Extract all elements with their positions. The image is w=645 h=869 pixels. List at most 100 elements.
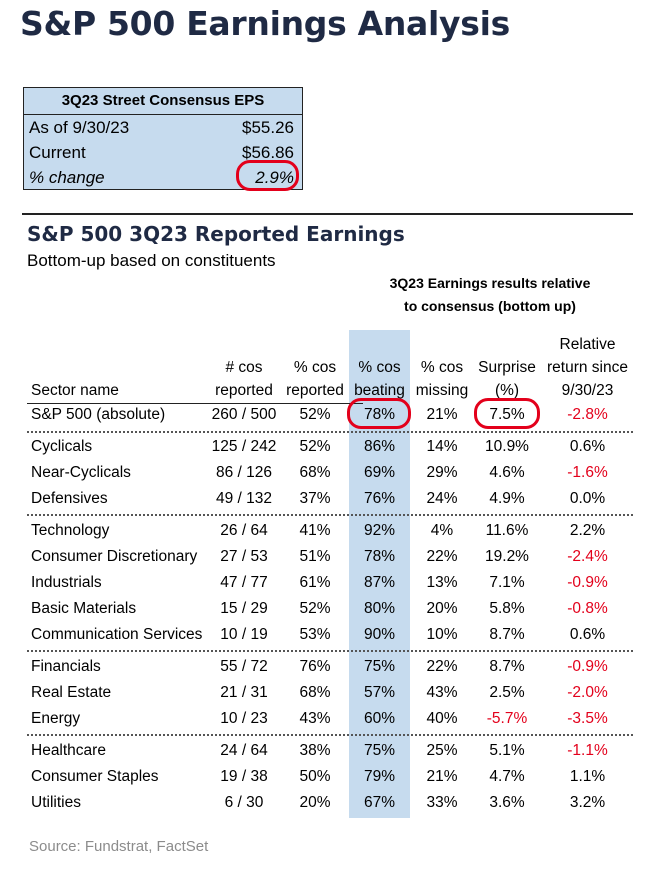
cell-pct-beating: 80% bbox=[363, 600, 396, 617]
cell-pct-missing: 22% bbox=[426, 548, 458, 565]
cell-relative-return: 1.1% bbox=[569, 768, 606, 785]
cell-surprise: 4.9% bbox=[489, 490, 525, 507]
cell-pct-beating: 79% bbox=[363, 768, 396, 785]
consensus-row-as-of: As of 9/30/23 $55.26 bbox=[24, 115, 302, 140]
cell-relative-return: -2.0% bbox=[567, 684, 608, 701]
column-header-cos-reported: reported bbox=[215, 382, 273, 399]
cell-relative-return: -2.4% bbox=[567, 548, 608, 565]
cell-pct-missing: 14% bbox=[426, 438, 458, 455]
column-header-pct-beating: beating bbox=[354, 382, 405, 399]
cell-pct-reported: 50% bbox=[299, 768, 331, 785]
consensus-label: % change bbox=[29, 168, 105, 187]
consensus-note-line2: to consensus (bottom up) bbox=[404, 298, 576, 314]
column-header-pct-beating: % cos bbox=[358, 359, 401, 376]
column-header-pct-missing: missing bbox=[415, 382, 469, 399]
cell-cos-reported: 15 / 29 bbox=[220, 600, 268, 617]
cell-relative-return: 3.2% bbox=[569, 794, 606, 811]
cell-relative-return: 0.0% bbox=[569, 490, 606, 507]
cell-cos-reported: 125 / 242 bbox=[211, 438, 277, 455]
cell-surprise: 10.9% bbox=[485, 438, 529, 455]
cell-relative-return: -0.9% bbox=[567, 574, 608, 591]
column-header-relative-return: return since bbox=[547, 359, 628, 376]
cell-relative-return: 0.6% bbox=[569, 438, 606, 455]
cell-cos-reported: 27 / 53 bbox=[220, 548, 268, 565]
cell-cos-reported: 21 / 31 bbox=[220, 684, 268, 701]
cell-pct-beating: 76% bbox=[363, 490, 396, 507]
cell-sector-name: Healthcare bbox=[31, 742, 106, 759]
row-separator bbox=[27, 431, 633, 433]
cell-pct-reported: 41% bbox=[299, 522, 331, 539]
cell-cos-reported: 86 / 126 bbox=[215, 464, 273, 481]
cell-pct-missing: 20% bbox=[426, 600, 458, 617]
cell-pct-missing: 40% bbox=[426, 710, 458, 727]
cell-sector-name: Financials bbox=[31, 658, 101, 675]
cell-pct-reported: 52% bbox=[299, 600, 331, 617]
page-title: S&P 500 Earnings Analysis bbox=[20, 4, 510, 43]
group-separator bbox=[27, 734, 633, 736]
cell-surprise: 8.7% bbox=[489, 626, 525, 643]
cell-sector-name: Near-Cyclicals bbox=[31, 464, 131, 481]
cell-pct-reported: 53% bbox=[299, 626, 331, 643]
cell-cos-reported: 10 / 19 bbox=[220, 626, 268, 643]
cell-pct-beating: 86% bbox=[363, 438, 396, 455]
cell-pct-beating: 67% bbox=[363, 794, 396, 811]
cell-sector-name: Technology bbox=[31, 522, 110, 539]
column-header-sector-name: Sector name bbox=[31, 382, 119, 399]
cell-relative-return: -0.9% bbox=[567, 658, 608, 675]
column-header-relative-return: 9/30/23 bbox=[561, 382, 614, 399]
cell-sector-name: Energy bbox=[31, 710, 81, 727]
cell-cos-reported: 24 / 64 bbox=[220, 742, 268, 759]
consensus-label: As of 9/30/23 bbox=[29, 118, 130, 137]
cell-cos-reported: 55 / 72 bbox=[220, 658, 268, 675]
cell-pct-reported: 52% bbox=[299, 438, 331, 455]
cell-pct-reported: 68% bbox=[299, 464, 331, 481]
cell-surprise: 8.7% bbox=[489, 658, 525, 675]
cell-cos-reported: 19 / 38 bbox=[220, 768, 268, 785]
consensus-row-current: Current $56.86 bbox=[24, 140, 302, 165]
section-title: S&P 500 3Q23 Reported Earnings bbox=[27, 222, 405, 246]
cell-surprise: 5.8% bbox=[489, 600, 525, 617]
cell-relative-return: 0.6% bbox=[569, 626, 606, 643]
consensus-row-pct-change: % change 2.9% bbox=[24, 165, 302, 190]
cell-pct-missing: 29% bbox=[426, 464, 458, 481]
group-separator bbox=[27, 650, 633, 652]
cell-cos-reported: 26 / 64 bbox=[220, 522, 268, 539]
cell-surprise: 4.6% bbox=[489, 464, 525, 481]
cell-relative-return: -2.8% bbox=[567, 406, 608, 423]
cell-pct-beating: 75% bbox=[363, 658, 396, 675]
group-separator bbox=[27, 514, 633, 516]
section-subtitle: Bottom-up based on constituents bbox=[27, 251, 276, 270]
cell-pct-beating: 90% bbox=[363, 626, 396, 643]
cell-surprise: 3.6% bbox=[489, 794, 525, 811]
cell-pct-missing: 21% bbox=[426, 768, 458, 785]
cell-sector-name: Consumer Discretionary bbox=[31, 548, 198, 565]
cell-surprise: 7.1% bbox=[489, 574, 525, 591]
cell-pct-missing: 13% bbox=[426, 574, 458, 591]
cell-sector-name: Communication Services bbox=[31, 626, 203, 643]
column-header-cos-reported: # cos bbox=[225, 359, 263, 376]
cell-pct-missing: 4% bbox=[430, 522, 454, 539]
cell-pct-beating: 75% bbox=[363, 742, 396, 759]
header-underline bbox=[27, 403, 363, 404]
cell-pct-missing: 25% bbox=[426, 742, 458, 759]
cell-sector-name: Utilities bbox=[31, 794, 81, 811]
column-header-pct-reported: reported bbox=[286, 382, 344, 399]
cell-pct-beating: 57% bbox=[363, 684, 396, 701]
consensus-note-line1: 3Q23 Earnings results relative bbox=[389, 275, 591, 291]
cell-sector-name: S&P 500 (absolute) bbox=[31, 406, 166, 423]
consensus-label: Current bbox=[29, 143, 86, 162]
column-header-surprise: Surprise bbox=[478, 359, 536, 376]
cell-pct-missing: 10% bbox=[426, 626, 458, 643]
cell-pct-missing: 43% bbox=[426, 684, 458, 701]
cell-cos-reported: 6 / 30 bbox=[224, 794, 264, 811]
cell-pct-reported: 76% bbox=[299, 658, 331, 675]
cell-pct-reported: 37% bbox=[299, 490, 331, 507]
cell-pct-beating: 78% bbox=[363, 548, 396, 565]
consensus-eps-box: 3Q23 Street Consensus EPS As of 9/30/23 … bbox=[23, 87, 303, 190]
cell-relative-return: -3.5% bbox=[567, 710, 608, 727]
cell-pct-reported: 52% bbox=[299, 406, 331, 423]
cell-sector-name: Consumer Staples bbox=[31, 768, 159, 785]
cell-surprise: 2.5% bbox=[489, 684, 525, 701]
column-header-pct-missing: % cos bbox=[420, 359, 464, 376]
cell-surprise: 5.1% bbox=[489, 742, 525, 759]
